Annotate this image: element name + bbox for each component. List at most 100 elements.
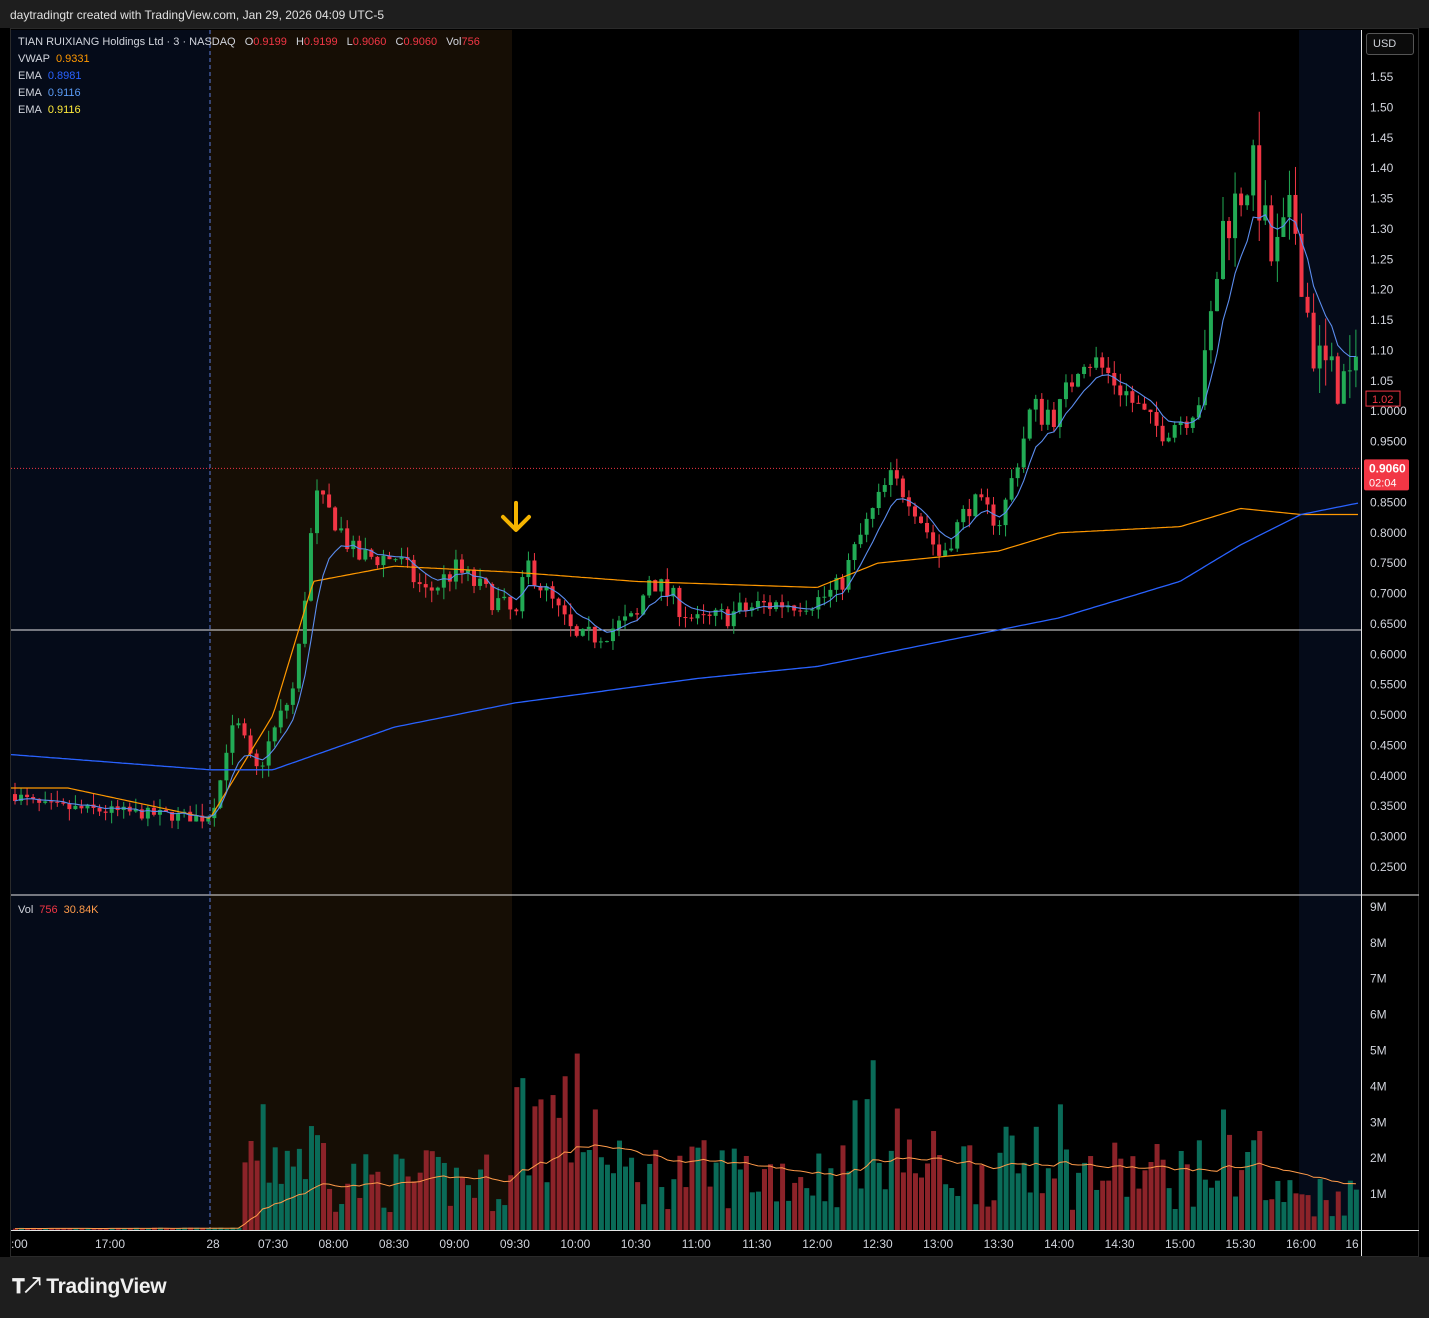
legend-volume[interactable]: Vol 756 30.84K [18,902,99,919]
legend-vwap[interactable]: VWAP 0.9331 [18,51,486,68]
volume-bar [617,1140,622,1230]
volume-bar [574,1053,580,1230]
last-price-badge [1364,459,1409,491]
candle [103,811,108,813]
volume-bar [496,1199,502,1230]
candle [1094,357,1099,368]
legend-ema-3-name: EMA [18,104,42,116]
volume-bar [761,1169,767,1230]
candle [1124,391,1129,396]
price-tick-label: 0.9500 [1370,435,1407,449]
price-tick-label: 1.15 [1370,313,1394,327]
candle [43,801,48,803]
candle [133,809,138,812]
price-tick-label: 1.30 [1370,222,1394,236]
volume-bar [1257,1130,1263,1230]
ohlc-close-value: 0.9060 [403,36,438,48]
volume-bar [1269,1199,1275,1230]
price-tick-label: 0.6000 [1370,647,1407,661]
candle [671,587,676,597]
volume-bar [810,1195,816,1230]
candle [1112,372,1117,386]
volume-bar [798,1177,804,1230]
legend-vwap-name: VWAP [18,53,50,65]
candle [1172,425,1177,438]
volume-bar [556,1117,562,1230]
candle [707,614,712,616]
volume-bar [1009,1135,1015,1230]
candle [701,614,706,616]
candle [888,470,893,486]
volume-bar [139,1228,145,1230]
volume-tick-label: 4M [1370,1079,1387,1093]
volume-bar [991,1200,997,1230]
legend-ema-2[interactable]: EMA 0.9116 [18,85,486,102]
volume-bar [1293,1193,1299,1230]
candle [1305,296,1310,313]
volume-bar [115,1227,121,1230]
volume-bar [532,1106,538,1230]
volume-bar [127,1228,133,1230]
volume-bar [967,1145,973,1230]
currency-button[interactable]: USD [1366,33,1414,55]
candle [478,578,483,586]
volume-bar [176,1228,182,1230]
volume-bar [351,1163,357,1230]
legend-ema-3[interactable]: EMA 0.9116 [18,102,486,119]
candle [1269,205,1274,262]
marker-price-badge [1365,390,1401,407]
legend-ema-3-value: 0.9116 [47,104,81,116]
candle [1196,405,1201,418]
tradingview-logo[interactable]: 𝐓↗ TradingView [12,1275,167,1299]
volume-bars [13,1053,1359,1230]
time-tick-label: 16 [1345,1237,1359,1251]
volume-bar [955,1195,961,1230]
volume-bar [212,1227,218,1230]
volume-bar [514,1087,520,1230]
legend-ema-2-value: 0.9116 [47,87,81,99]
volume-bar [961,1146,967,1230]
candle [925,522,930,533]
candle [369,549,374,557]
volume-bar [562,1076,568,1230]
volume-bar [393,1154,399,1230]
time-tick-label: 09:00 [439,1237,469,1251]
volume-bar [894,1108,900,1230]
candle [1184,421,1189,428]
volume-bar [653,1149,659,1230]
price-tick-label: 1.45 [1370,131,1394,145]
candle [145,807,150,819]
time-tick-label: 14:30 [1105,1237,1135,1251]
legend-ema-1[interactable]: EMA 0.8981 [18,68,486,85]
volume-bar [230,1227,236,1230]
volume-bar [520,1078,526,1230]
volume-bar [671,1179,677,1230]
volume-bar [97,1228,103,1230]
candle [1299,233,1304,297]
candle [230,725,235,753]
candle [743,602,748,611]
candle [617,620,621,629]
volume-bar [121,1228,127,1230]
volume-bar [604,1164,610,1230]
volume-bar [164,1228,169,1230]
candle [1311,312,1316,369]
volume-bar [1341,1215,1347,1230]
candle [459,559,464,573]
candle [109,806,114,813]
volume-bar [1208,1187,1214,1230]
indicator-lines [10,214,1359,819]
candle [1100,357,1105,368]
volume-tick-label: 6M [1370,1008,1387,1022]
volume-bar [1130,1156,1136,1230]
candle [502,596,507,599]
candle [375,556,380,566]
volume-bar [290,1166,296,1230]
price-tick-label: 0.3000 [1370,830,1407,844]
volume-bar [870,1060,876,1230]
volume-bar [248,1140,254,1230]
time-tick-label: 13:30 [984,1237,1014,1251]
candle [1009,478,1014,500]
legend-vol-ma: 30.84K [63,904,99,916]
